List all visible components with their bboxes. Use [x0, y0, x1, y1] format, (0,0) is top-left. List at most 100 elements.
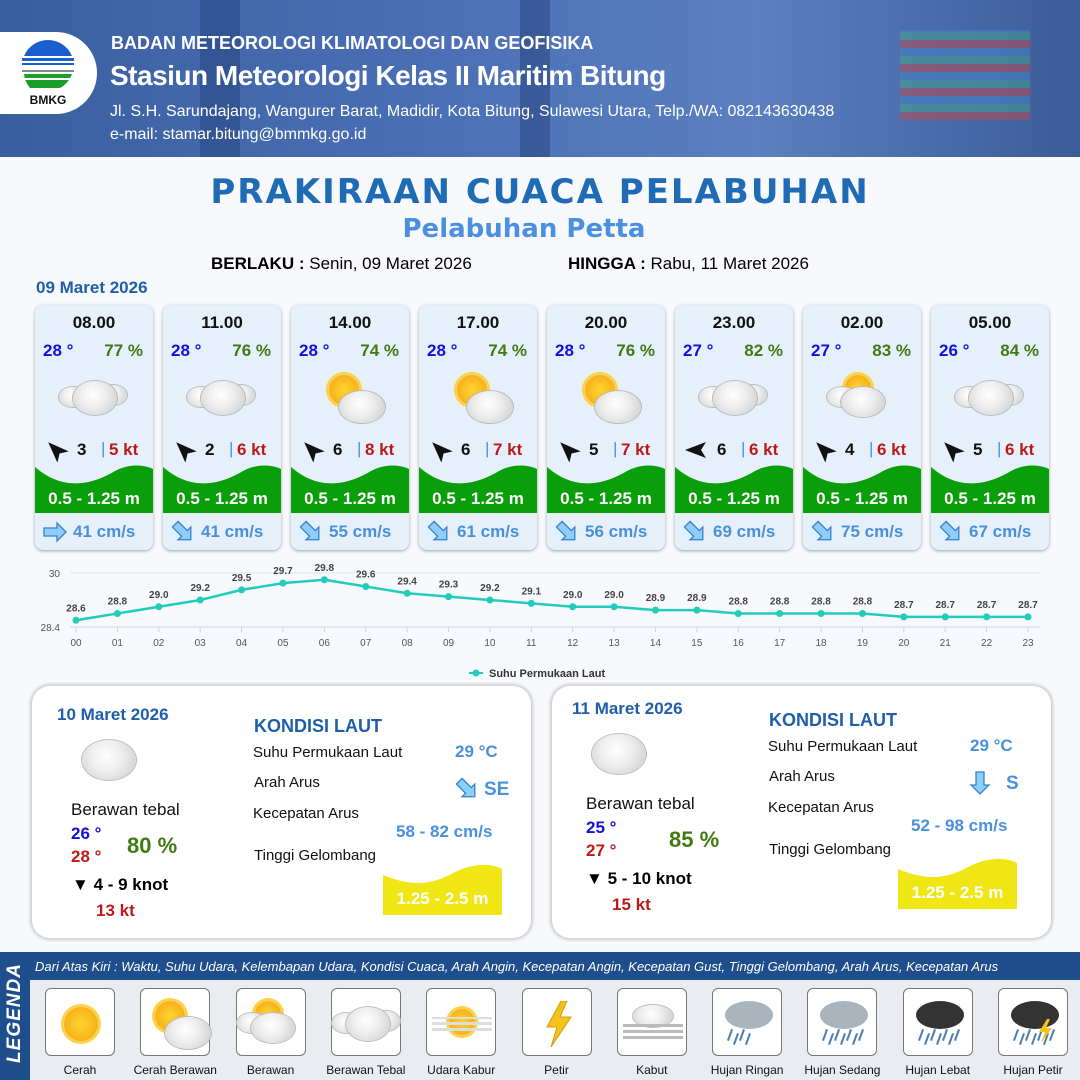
gust-speed: 5 kt: [109, 440, 139, 459]
daily-panel: 11 Maret 2026 Berawan tebal 25 ° 27 ° 85…: [552, 686, 1051, 938]
current-speed: 55 cm/s: [329, 522, 392, 541]
weather-condition: Berawan tebal: [586, 794, 695, 813]
wind-direction-icon: [176, 442, 197, 463]
data-label: 29.3: [439, 580, 459, 591]
current-speed-label: Kecepatan Arus: [768, 799, 874, 816]
data-point: [72, 616, 80, 624]
hourly-card: 02.00 27 ° 83 % 4 | 6 kt 0.5 - 1.25 m 75 c…: [803, 305, 921, 550]
wave-height-label: Tinggi Gelombang: [769, 841, 892, 858]
data-point: [445, 593, 453, 601]
wave-icon: [163, 465, 281, 513]
current-direction-icon: [299, 520, 320, 541]
x-tick-label: 15: [691, 638, 703, 649]
data-label: 28.9: [646, 593, 666, 604]
current-speed: 56 cm/s: [585, 522, 648, 541]
gust-speed: 8 kt: [365, 440, 395, 459]
air-temperature: 27 °: [811, 341, 842, 360]
wind-direction-icon: [432, 442, 453, 463]
x-tick-label: 19: [857, 638, 869, 649]
current-direction-icon: [427, 520, 448, 541]
gust-speed: 7 kt: [493, 440, 523, 459]
legend-label: Hujan Sedang: [804, 1063, 881, 1077]
data-point: [527, 599, 535, 607]
wind-info: 6 | 6 kt: [681, 438, 787, 462]
wind-direction-icon: [816, 442, 837, 463]
legend-note: Dari Atas Kiri : Waktu, Suhu Udara, Kele…: [35, 959, 999, 974]
wind-direction-icon: [48, 442, 69, 463]
sst-label: Suhu Permukaan Laut: [768, 738, 918, 755]
wind-range: ▼ 4 - 9 knot: [72, 875, 168, 895]
air-temperature: 26 °: [939, 341, 970, 360]
data-point: [155, 603, 163, 611]
daily-date: 11 Maret 2026: [572, 699, 683, 718]
x-tick-label: 02: [153, 638, 165, 649]
legend-label: Berawan Tebal: [326, 1063, 406, 1077]
current-info: 61 cm/s: [425, 520, 535, 544]
legend-label: Petir: [544, 1063, 569, 1077]
legend-icon-cerah: [45, 988, 115, 1056]
x-tick-label: 14: [650, 638, 662, 649]
current-speed: 61 cm/s: [457, 522, 520, 541]
data-point: [486, 596, 494, 604]
forecast-time: 08.00: [72, 313, 116, 332]
current-direction-icon: [171, 520, 192, 541]
agency-name: BADAN METEOROLOGI KLIMATOLOGI DAN GEOFIS…: [111, 33, 594, 53]
current-direction-icon: [453, 777, 481, 806]
current-speed: 41 cm/s: [201, 522, 264, 541]
air-temperature: 28 °: [299, 341, 330, 360]
data-label: 28.7: [894, 600, 914, 611]
data-label: 28.7: [1018, 600, 1038, 611]
data-label: 28.8: [853, 597, 873, 608]
wind-speed: 6: [461, 440, 471, 459]
current-speed: 52 - 98 cm/s: [911, 816, 1008, 835]
station-name: Stasiun Meteorologi Kelas II Maritim Bit…: [110, 60, 666, 91]
legend-icon-berawan: [235, 988, 306, 1056]
x-tick-label: 12: [567, 638, 579, 649]
current-info: 69 cm/s: [681, 520, 791, 544]
legend-icon-kabut: [616, 988, 687, 1056]
current-info: 56 cm/s: [553, 520, 663, 544]
wave-icon: [547, 465, 665, 513]
data-point: [113, 610, 121, 617]
gust-speed: 7 kt: [621, 440, 651, 459]
data-point: [817, 610, 825, 617]
svg-text:BMKG: BMKG: [30, 93, 67, 107]
legend-title: LEGENDA: [4, 963, 25, 1063]
data-point: [900, 613, 908, 621]
wave-height: 1.25 - 2.5 m: [396, 889, 489, 908]
data-label: 29.8: [315, 563, 335, 574]
wind-info: 4 | 6 kt: [809, 438, 915, 463]
wind-speed: 6: [717, 440, 727, 459]
legend-label: Suhu Permukaan Laut: [489, 668, 605, 680]
legend-label: Cerah Berawan: [133, 1063, 217, 1077]
air-temperature: 28 °: [171, 341, 202, 360]
wind-direction-icon: [304, 442, 325, 463]
data-point: [610, 603, 618, 611]
station-email: e-mail: stamar.bitung@bmmkg.go.id: [110, 126, 367, 143]
valid-to: HINGGA : Rabu, 11 Maret 2026: [568, 254, 809, 274]
humidity: 76 %: [616, 341, 655, 360]
y-tick-label: 30: [49, 569, 61, 580]
hourly-card: 08.00 28 ° 77 % 3 | 5 kt 0.5 - 1.25 m 41 c…: [35, 305, 153, 550]
current-direction: S: [1006, 773, 1019, 794]
wave-height: 0.5 - 1.25 m: [48, 489, 140, 508]
legend-icon-hujan-sedang: [807, 988, 878, 1056]
current-direction-icon: [683, 520, 704, 541]
forecast-time: 17.00: [456, 313, 500, 332]
wave-icon: [898, 858, 1017, 909]
wind-direction-icon: ▼: [586, 869, 603, 888]
wave-height: 0.5 - 1.25 m: [688, 489, 780, 508]
wind-speed: 4: [845, 440, 855, 459]
daily-date: 10 Maret 2026: [57, 705, 169, 724]
max-temp: 28 °: [71, 847, 102, 866]
hourly-card: 23.00 27 ° 82 % 6 | 6 kt 0.5 - 1.25 m 69 c…: [675, 305, 793, 550]
data-point: [1024, 613, 1032, 621]
wave-icon: [419, 465, 537, 513]
day1-date: 09 Maret 2026: [36, 278, 148, 297]
hourly-card: 11.00 28 ° 76 % 2 | 6 kt 0.5 - 1.25 m 41 c…: [163, 305, 281, 550]
data-label: 29.7: [273, 566, 293, 577]
legend-sidebar: LEGENDA: [0, 952, 30, 1080]
x-tick-label: 23: [1022, 638, 1034, 649]
x-tick-label: 10: [484, 638, 496, 649]
humidity: 80 %: [127, 833, 178, 858]
